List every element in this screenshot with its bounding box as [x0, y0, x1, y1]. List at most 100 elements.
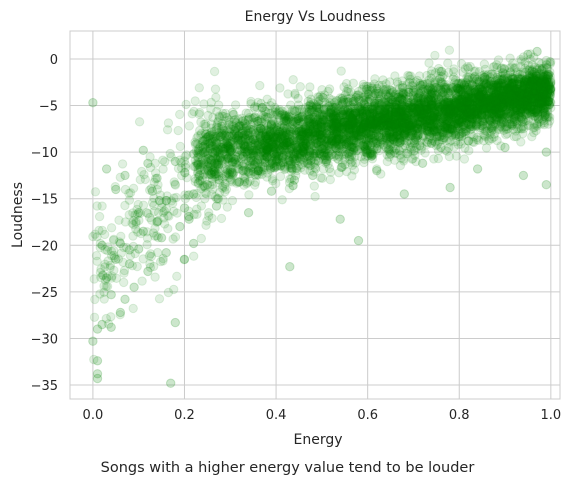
data-point — [316, 133, 326, 144]
data-point — [312, 106, 323, 117]
data-point — [472, 85, 482, 96]
data-point — [325, 126, 335, 137]
data-point — [536, 101, 546, 112]
data-point — [492, 82, 502, 92]
data-point — [440, 103, 450, 113]
data-point — [309, 181, 319, 191]
data-point — [538, 87, 549, 98]
data-point — [545, 92, 555, 103]
data-point — [256, 117, 267, 127]
data-point — [483, 95, 493, 106]
data-point — [541, 86, 551, 96]
data-point — [515, 103, 525, 113]
data-point — [327, 118, 338, 129]
data-point — [538, 109, 548, 119]
data-point — [365, 94, 375, 105]
data-point — [483, 81, 493, 92]
data-point — [523, 86, 533, 96]
data-point — [482, 71, 492, 81]
data-point — [360, 135, 370, 145]
data-point — [442, 116, 452, 126]
data-point — [461, 115, 472, 126]
data-point — [341, 140, 352, 150]
data-point — [330, 139, 340, 149]
data-point — [340, 90, 350, 100]
data-point — [491, 112, 501, 122]
data-point — [267, 145, 278, 156]
data-point — [531, 71, 541, 81]
data-point — [315, 128, 325, 139]
data-point — [353, 121, 363, 132]
data-point — [425, 116, 436, 126]
data-point — [313, 155, 323, 166]
data-point — [432, 132, 442, 142]
data-point — [288, 75, 298, 85]
data-point — [396, 153, 406, 163]
data-point — [455, 84, 465, 94]
data-point — [383, 97, 393, 107]
data-point — [435, 74, 445, 84]
data-point — [489, 121, 499, 131]
data-point — [498, 101, 509, 112]
data-point — [523, 87, 533, 97]
data-point — [387, 86, 397, 96]
data-point — [514, 91, 524, 101]
data-point — [303, 137, 313, 147]
data-point — [488, 101, 499, 112]
data-point — [296, 126, 307, 137]
data-point — [543, 84, 554, 94]
data-point — [475, 122, 485, 133]
data-point — [492, 99, 502, 109]
data-point — [283, 89, 293, 99]
data-point — [369, 97, 380, 108]
data-point — [457, 131, 467, 142]
data-point — [429, 121, 439, 131]
data-point — [303, 111, 313, 121]
data-point — [498, 77, 508, 88]
data-point — [201, 220, 211, 231]
data-point — [534, 76, 544, 86]
data-point — [464, 106, 475, 117]
data-point — [418, 130, 428, 141]
data-point — [300, 147, 311, 157]
data-point — [408, 81, 418, 91]
data-point — [392, 130, 403, 140]
data-point — [505, 53, 515, 63]
data-point — [284, 151, 295, 161]
data-point — [422, 104, 432, 114]
data-point — [538, 106, 549, 116]
data-point — [403, 70, 413, 81]
data-point — [366, 104, 376, 114]
data-point — [429, 108, 440, 119]
data-point — [443, 125, 453, 135]
data-point — [499, 99, 509, 109]
data-point — [367, 105, 378, 115]
data-point — [332, 134, 343, 144]
data-point — [361, 147, 371, 158]
data-point — [415, 112, 425, 123]
data-point — [426, 89, 436, 100]
data-point — [262, 94, 272, 104]
data-point — [262, 172, 272, 182]
data-point — [329, 123, 339, 134]
data-point — [199, 181, 210, 191]
data-point — [336, 115, 346, 125]
data-point — [458, 120, 468, 131]
data-point — [242, 144, 252, 155]
data-point — [285, 121, 296, 132]
data-point — [305, 132, 315, 142]
data-point — [358, 142, 369, 153]
data-point — [516, 137, 526, 147]
data-point — [413, 124, 423, 134]
data-point — [305, 114, 316, 124]
data-point — [446, 111, 456, 121]
data-point — [514, 115, 524, 125]
data-point — [462, 105, 473, 115]
data-point — [453, 106, 463, 116]
data-point — [272, 161, 283, 171]
data-point — [331, 115, 341, 126]
data-point — [216, 213, 227, 224]
data-point — [337, 124, 347, 134]
data-point — [538, 91, 548, 102]
data-point — [396, 104, 406, 115]
